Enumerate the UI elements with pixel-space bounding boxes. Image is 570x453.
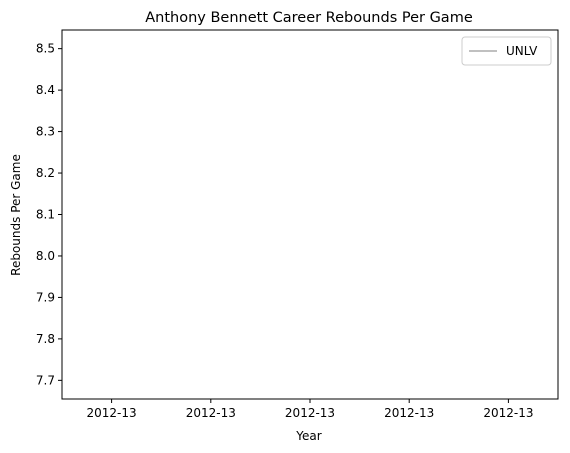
x-tick-label: 2012-13 <box>384 406 434 420</box>
x-tick-label: 2012-13 <box>186 406 236 420</box>
y-tick-label: 8.0 <box>36 249 55 263</box>
y-axis: 7.7 7.8 7.9 8.0 8.1 8.2 8.3 8.4 8.5 <box>36 42 62 387</box>
x-axis: 2012-13 2012-13 2012-13 2012-13 2012-13 <box>87 399 533 420</box>
x-tick-label: 2012-13 <box>483 406 533 420</box>
legend: UNLV <box>461 36 552 66</box>
y-tick-label: 8.3 <box>36 125 55 139</box>
x-tick-label: 2012-13 <box>87 406 137 420</box>
y-axis-label: Rebounds Per Game <box>9 154 23 276</box>
y-tick-label: 7.7 <box>36 373 55 387</box>
y-tick-label: 8.4 <box>36 83 55 97</box>
legend-box <box>461 36 552 66</box>
plot-frame <box>61 29 559 400</box>
legend-label-unlv: UNLV <box>506 44 538 58</box>
x-axis-label: Year <box>295 429 321 443</box>
y-tick-label: 7.8 <box>36 332 55 346</box>
y-tick-label: 7.9 <box>36 290 55 304</box>
chart-title: Anthony Bennett Career Rebounds Per Game <box>145 10 473 26</box>
y-tick-label: 8.5 <box>36 42 55 56</box>
x-tick-label: 2012-13 <box>285 406 335 420</box>
y-tick-label: 8.2 <box>36 166 55 180</box>
y-tick-label: 8.1 <box>36 208 55 222</box>
